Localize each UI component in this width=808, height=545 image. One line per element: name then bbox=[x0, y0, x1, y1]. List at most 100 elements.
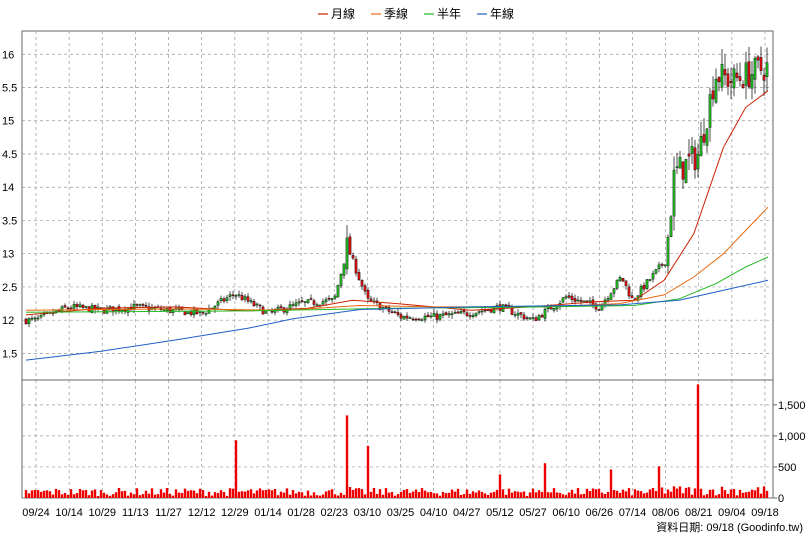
candle-body bbox=[453, 311, 457, 314]
volume-bar bbox=[201, 490, 205, 498]
volume-bar bbox=[414, 489, 418, 498]
volume-bar bbox=[720, 486, 724, 498]
volume-bar bbox=[153, 494, 157, 498]
candle-body bbox=[705, 128, 709, 146]
candle-body bbox=[534, 317, 538, 322]
volume-bar bbox=[627, 488, 631, 498]
volume-bar bbox=[207, 491, 211, 498]
volume-bar bbox=[537, 490, 541, 498]
volume-bar bbox=[723, 490, 727, 498]
volume-bar bbox=[570, 489, 574, 498]
candle-body bbox=[429, 315, 433, 318]
volume-bar bbox=[705, 494, 709, 498]
volume-bar bbox=[507, 488, 511, 498]
candle-body bbox=[84, 306, 88, 308]
volume-bar bbox=[105, 494, 109, 498]
candle-body bbox=[360, 280, 364, 287]
volume-bar bbox=[303, 495, 307, 498]
date-tick-label: 09/18 bbox=[751, 507, 779, 519]
legend-label-3: 年線 bbox=[490, 6, 514, 21]
volume-bar bbox=[180, 492, 184, 498]
volume-bar bbox=[72, 494, 76, 498]
candle-body bbox=[333, 295, 337, 299]
date-tick-label: 11/27 bbox=[155, 507, 182, 519]
date-tick-label: 05/27 bbox=[519, 507, 547, 519]
candle-body bbox=[414, 318, 418, 321]
candle-body bbox=[399, 314, 403, 319]
candle-body bbox=[480, 310, 484, 313]
candle-body bbox=[222, 298, 226, 302]
candle-body bbox=[105, 307, 109, 314]
candle-body bbox=[300, 300, 304, 302]
volume-bar bbox=[66, 494, 70, 498]
volume-bar bbox=[138, 495, 142, 498]
volume-bar bbox=[432, 493, 436, 498]
volume-bar bbox=[390, 491, 394, 498]
volume-bar bbox=[51, 494, 55, 498]
volume-bar bbox=[426, 492, 430, 498]
candle-body bbox=[654, 269, 658, 274]
candle-body bbox=[720, 64, 724, 88]
candle-body bbox=[255, 303, 259, 306]
candle-body bbox=[348, 236, 352, 255]
candle-body bbox=[747, 61, 751, 88]
candle-body bbox=[729, 81, 733, 84]
volume-bar bbox=[60, 494, 64, 498]
candle-body bbox=[405, 315, 409, 319]
volume-bar bbox=[402, 489, 406, 498]
volume-bar bbox=[162, 492, 166, 498]
candle-body bbox=[528, 317, 532, 320]
candle-body bbox=[393, 311, 397, 313]
volume-bar bbox=[546, 492, 550, 498]
volume-bar bbox=[474, 492, 478, 498]
candle-body bbox=[609, 293, 613, 300]
candle-body bbox=[303, 301, 307, 303]
legend: 月線 季線 半年 年線 bbox=[318, 6, 514, 21]
candle-body bbox=[585, 300, 589, 302]
volume-bar bbox=[69, 489, 73, 498]
candle-body bbox=[618, 277, 622, 281]
candle-body bbox=[33, 317, 37, 320]
volume-bar bbox=[636, 490, 640, 498]
volume-bar bbox=[321, 494, 325, 498]
volume-bar bbox=[501, 489, 505, 498]
volume-bar bbox=[543, 463, 547, 498]
candle-body bbox=[216, 301, 220, 306]
volume-bar bbox=[447, 492, 451, 498]
volume-bar bbox=[63, 492, 67, 498]
volume-bar bbox=[243, 491, 247, 498]
volume-bar bbox=[372, 487, 376, 498]
volume-bar bbox=[630, 495, 634, 498]
date-tick-label: 01/14 bbox=[254, 507, 282, 519]
volume-bar bbox=[204, 495, 208, 498]
volume-bar bbox=[33, 489, 37, 498]
volume-bar bbox=[183, 488, 187, 498]
volume-bar bbox=[504, 494, 508, 498]
volume-bar bbox=[114, 492, 118, 498]
volume-bar bbox=[510, 492, 514, 498]
volume-bar bbox=[513, 491, 517, 498]
candle-body bbox=[669, 216, 673, 237]
volume-bar bbox=[708, 489, 712, 498]
candle-body bbox=[714, 79, 718, 103]
candle-body bbox=[687, 153, 691, 157]
volume-bar bbox=[129, 492, 133, 498]
candle-body bbox=[180, 306, 184, 311]
candle-body bbox=[66, 307, 70, 310]
candle-body bbox=[537, 315, 541, 321]
candle-body bbox=[462, 309, 466, 313]
volume-bar bbox=[465, 489, 469, 498]
volume-bar bbox=[333, 494, 337, 498]
volume-bar bbox=[525, 495, 529, 498]
volume-bar bbox=[552, 488, 556, 498]
candle-body bbox=[144, 305, 148, 307]
candle-body bbox=[339, 273, 343, 286]
candle-body bbox=[675, 166, 679, 168]
volume-bar bbox=[492, 491, 496, 498]
candle-body bbox=[735, 72, 739, 78]
volume-bar bbox=[249, 489, 253, 498]
volume-bar bbox=[468, 493, 472, 498]
volume-bar bbox=[609, 469, 613, 498]
candle-body bbox=[624, 280, 628, 286]
candle-body bbox=[240, 295, 244, 301]
